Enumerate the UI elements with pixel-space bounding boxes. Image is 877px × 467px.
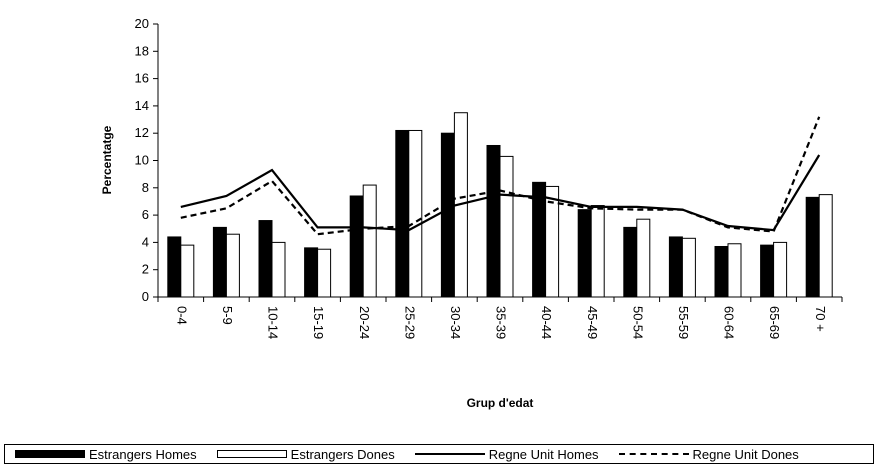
bar-estrangers-dones-10-14 <box>271 241 286 298</box>
x-tick-label: 35-39 <box>494 306 509 339</box>
bars <box>167 112 833 298</box>
legend-item-estrangers-dones: Estrangers Dones <box>216 446 395 462</box>
y-tick-label: 12 <box>135 125 149 140</box>
bar-estrangers-dones-35-39 <box>499 155 514 298</box>
y-tick-label: 0 <box>142 289 149 304</box>
bar-estrangers-homes-65-69 <box>760 244 775 298</box>
line-regne-unit-dones <box>180 116 821 236</box>
y-tick-label: 4 <box>142 234 149 249</box>
x-tick-label: 20-24 <box>357 306 372 339</box>
bar-estrangers-dones-5-9 <box>225 233 240 298</box>
bar-estrangers-homes-60-64 <box>714 245 729 298</box>
legend-item-regne-unit-dones: Regne Unit Dones <box>618 446 799 462</box>
bar-estrangers-homes-25-29 <box>395 129 410 298</box>
bar-estrangers-homes-35-39 <box>486 144 501 298</box>
bar-estrangers-dones-45-49 <box>590 205 605 298</box>
y-axis-title: Percentatge <box>100 125 114 194</box>
legend-swatch-estrangers-dones <box>216 450 287 458</box>
legend-label-regne-unit-dones: Regne Unit Dones <box>692 446 799 462</box>
x-tick-label: 0-4 <box>174 306 189 325</box>
x-tick-label: 10-14 <box>266 306 281 339</box>
legend-label-regne-unit-homes: Regne Unit Homes <box>488 446 599 462</box>
y-tick-label: 2 <box>142 262 149 277</box>
legend: Estrangers Homes Estrangers Dones Regne … <box>4 444 874 464</box>
x-tick-label: 30-34 <box>448 306 463 339</box>
bar-estrangers-dones-55-59 <box>681 237 696 298</box>
bar-estrangers-dones-25-29 <box>408 129 423 298</box>
legend-item-regne-unit-homes: Regne Unit Homes <box>414 446 599 462</box>
bar-estrangers-homes-45-49 <box>577 209 592 298</box>
y-tick-label: 10 <box>135 153 149 168</box>
x-tick-label: 65-69 <box>767 306 782 339</box>
bar-estrangers-homes-15-19 <box>304 247 319 298</box>
x-tick-label: 15-19 <box>311 306 326 339</box>
line-regne-unit-homes <box>180 154 821 232</box>
bar-estrangers-dones-50-54 <box>636 218 651 298</box>
bar-estrangers-homes-0-4 <box>167 236 182 298</box>
bar-estrangers-dones-20-24 <box>362 184 377 298</box>
x-axis: 0-4 5-9 10-14 15-19 20-24 25-29 30-34 35-39 40-4… <box>157 297 843 339</box>
bar-estrangers-dones-65-69 <box>773 241 788 298</box>
x-tick-label: 60-64 <box>722 306 737 339</box>
y-tick-label: 14 <box>135 98 149 113</box>
legend-swatch-estrangers-homes <box>15 450 85 458</box>
legend-label-estrangers-homes: Estrangers Homes <box>89 446 197 462</box>
y-tick-label: 8 <box>142 180 149 195</box>
bar-estrangers-dones-0-4 <box>180 244 195 298</box>
bar-estrangers-homes-20-24 <box>349 195 364 298</box>
legend-swatch-regne-unit-dones <box>618 453 689 455</box>
bar-estrangers-homes-5-9 <box>212 226 227 298</box>
x-tick-label: 70 + <box>813 306 828 332</box>
y-axis: 0 2 4 6 8 10 12 14 16 18 20 <box>135 16 158 304</box>
legend-label-estrangers-dones: Estrangers Dones <box>290 446 395 462</box>
bar-estrangers-dones-70+ <box>818 194 833 298</box>
bar-estrangers-dones-15-19 <box>317 248 332 298</box>
bar-estrangers-homes-70+ <box>805 196 820 298</box>
x-tick-label: 50-54 <box>630 306 645 339</box>
x-tick-label: 45-49 <box>585 306 600 339</box>
bar-estrangers-homes-30-34 <box>440 132 455 298</box>
legend-swatch-regne-unit-homes <box>414 453 485 455</box>
x-tick-label: 40-44 <box>539 306 554 339</box>
lines <box>180 116 821 236</box>
bar-estrangers-dones-60-64 <box>727 243 742 298</box>
y-tick-label: 18 <box>135 43 149 58</box>
x-tick-label: 55-59 <box>676 306 691 339</box>
x-tick-label: 25-29 <box>402 306 417 339</box>
x-axis-title: Grup d'edat <box>467 396 534 410</box>
bar-estrangers-homes-10-14 <box>258 220 273 298</box>
bar-estrangers-homes-50-54 <box>623 226 638 298</box>
y-tick-label: 20 <box>135 16 149 31</box>
bar-estrangers-homes-55-59 <box>668 236 683 298</box>
chart: 0 2 4 6 8 10 12 14 16 18 20 0-4 5-9 10-14 15-19 20-24 2… <box>100 16 843 410</box>
x-tick-label: 5-9 <box>220 306 235 325</box>
legend-item-estrangers-homes: Estrangers Homes <box>15 447 197 462</box>
y-tick-label: 6 <box>142 207 149 222</box>
y-tick-label: 16 <box>135 71 149 86</box>
